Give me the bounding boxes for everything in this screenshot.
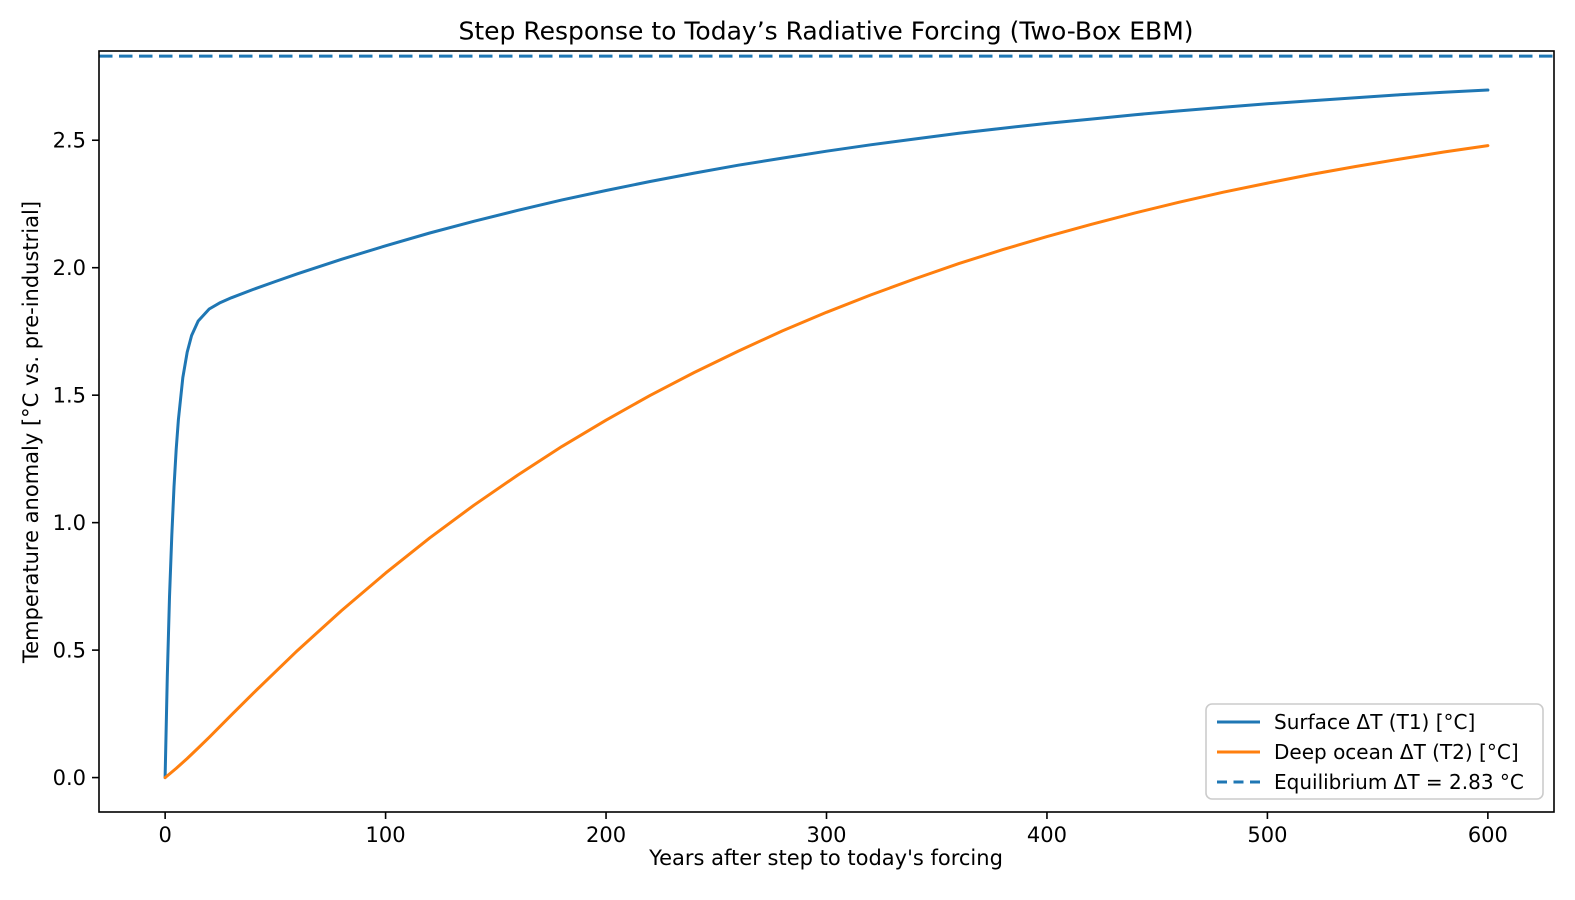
series-line-2 [163,144,1490,780]
x-tick-label: 200 [586,823,626,847]
y-axis-label: Temperature anomaly [°C vs. pre-industri… [19,200,43,664]
y-tick-label: 2.5 [53,129,86,153]
y-tick-label: 2.0 [53,256,86,280]
y-tick-label: 1.5 [53,384,86,408]
axes-frame [98,50,1555,813]
legend-label: Surface ΔT (T1) [°C] [1274,710,1475,734]
y-tick-label: 0.5 [53,639,86,663]
x-tick-label: 400 [1027,823,1067,847]
x-axis-label: Years after step to today's forcing [649,846,1003,870]
y-tick-label: 1.0 [53,511,86,535]
legend-label: Equilibrium ΔT = 2.83 °C [1274,770,1524,794]
series-line-1 [163,88,1490,780]
x-tick-label: 600 [1468,823,1508,847]
x-tick-label: 100 [366,823,406,847]
legend-label: Deep ocean ΔT (T2) [°C] [1274,740,1519,764]
y-tick-label: 0.0 [53,766,86,790]
legend-box [1205,703,1544,800]
x-tick-label: 300 [806,823,846,847]
x-tick-label: 500 [1247,823,1287,847]
chart-title: Step Response to Today’s Radiative Forci… [458,16,1194,46]
x-tick-label: 0 [158,823,171,847]
